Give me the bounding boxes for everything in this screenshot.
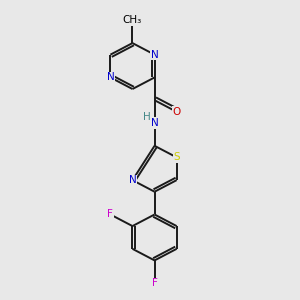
Text: F: F bbox=[107, 209, 113, 220]
Text: S: S bbox=[173, 152, 180, 162]
Text: CH₃: CH₃ bbox=[123, 15, 142, 25]
Text: N: N bbox=[151, 118, 158, 128]
Text: N: N bbox=[151, 50, 158, 60]
Text: F: F bbox=[152, 278, 158, 288]
Text: N: N bbox=[106, 72, 114, 82]
Text: N: N bbox=[129, 175, 136, 185]
Text: O: O bbox=[172, 107, 181, 117]
Text: H: H bbox=[143, 112, 151, 122]
